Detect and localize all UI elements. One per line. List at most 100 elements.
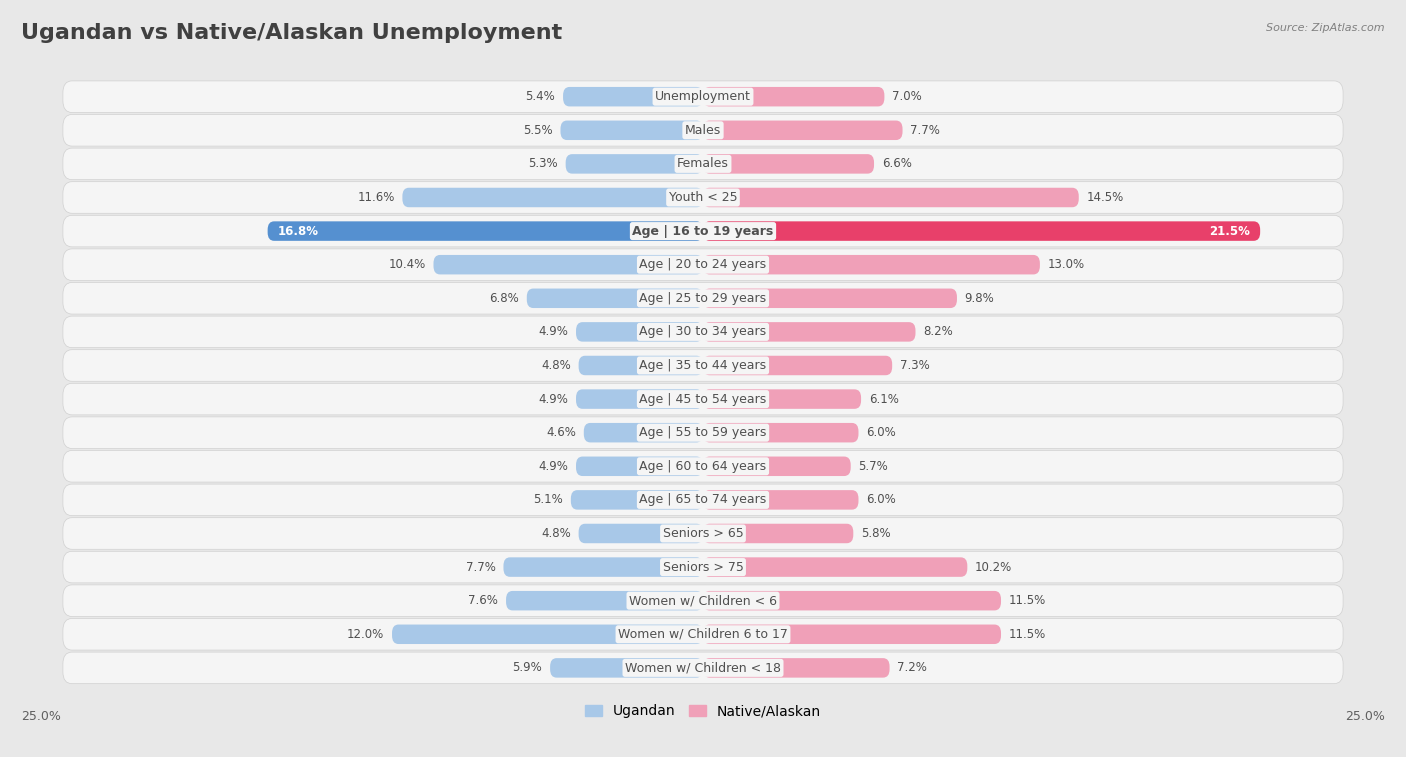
Text: Males: Males (685, 124, 721, 137)
Text: 4.6%: 4.6% (546, 426, 576, 439)
FancyBboxPatch shape (63, 484, 1343, 516)
Text: Age | 55 to 59 years: Age | 55 to 59 years (640, 426, 766, 439)
Text: 16.8%: 16.8% (278, 225, 319, 238)
FancyBboxPatch shape (267, 221, 703, 241)
FancyBboxPatch shape (703, 658, 890, 678)
FancyBboxPatch shape (703, 322, 915, 341)
Text: 11.5%: 11.5% (1008, 594, 1046, 607)
FancyBboxPatch shape (63, 518, 1343, 550)
FancyBboxPatch shape (703, 356, 893, 375)
Text: 10.4%: 10.4% (388, 258, 426, 271)
Text: 7.2%: 7.2% (897, 662, 927, 674)
Text: Age | 65 to 74 years: Age | 65 to 74 years (640, 494, 766, 506)
Text: 6.0%: 6.0% (866, 426, 896, 439)
FancyBboxPatch shape (63, 316, 1343, 347)
FancyBboxPatch shape (703, 490, 859, 509)
Text: 4.8%: 4.8% (541, 359, 571, 372)
FancyBboxPatch shape (63, 249, 1343, 281)
FancyBboxPatch shape (703, 456, 851, 476)
FancyBboxPatch shape (527, 288, 703, 308)
Text: 5.1%: 5.1% (533, 494, 562, 506)
Text: 14.5%: 14.5% (1087, 191, 1123, 204)
FancyBboxPatch shape (703, 288, 957, 308)
FancyBboxPatch shape (703, 423, 859, 442)
Text: Seniors > 75: Seniors > 75 (662, 561, 744, 574)
FancyBboxPatch shape (571, 490, 703, 509)
FancyBboxPatch shape (583, 423, 703, 442)
FancyBboxPatch shape (703, 221, 1260, 241)
FancyBboxPatch shape (63, 282, 1343, 314)
Text: Ugandan vs Native/Alaskan Unemployment: Ugandan vs Native/Alaskan Unemployment (21, 23, 562, 42)
FancyBboxPatch shape (503, 557, 703, 577)
Text: Seniors > 65: Seniors > 65 (662, 527, 744, 540)
FancyBboxPatch shape (63, 585, 1343, 616)
FancyBboxPatch shape (703, 625, 1001, 644)
Text: Age | 20 to 24 years: Age | 20 to 24 years (640, 258, 766, 271)
Text: 4.9%: 4.9% (538, 326, 568, 338)
Text: Age | 25 to 29 years: Age | 25 to 29 years (640, 291, 766, 305)
Text: 7.3%: 7.3% (900, 359, 929, 372)
FancyBboxPatch shape (63, 450, 1343, 482)
Text: 5.9%: 5.9% (513, 662, 543, 674)
Text: Women w/ Children 6 to 17: Women w/ Children 6 to 17 (619, 628, 787, 640)
Text: Source: ZipAtlas.com: Source: ZipAtlas.com (1267, 23, 1385, 33)
Text: 6.0%: 6.0% (866, 494, 896, 506)
FancyBboxPatch shape (63, 652, 1343, 684)
FancyBboxPatch shape (63, 383, 1343, 415)
FancyBboxPatch shape (433, 255, 703, 275)
FancyBboxPatch shape (579, 356, 703, 375)
Legend: Ugandan, Native/Alaskan: Ugandan, Native/Alaskan (579, 699, 827, 724)
Text: 6.8%: 6.8% (489, 291, 519, 305)
Text: 25.0%: 25.0% (21, 710, 60, 723)
FancyBboxPatch shape (506, 591, 703, 610)
FancyBboxPatch shape (63, 81, 1343, 113)
Text: Unemployment: Unemployment (655, 90, 751, 103)
Text: 4.8%: 4.8% (541, 527, 571, 540)
FancyBboxPatch shape (703, 591, 1001, 610)
FancyBboxPatch shape (703, 255, 1040, 275)
FancyBboxPatch shape (63, 618, 1343, 650)
Text: 7.7%: 7.7% (910, 124, 941, 137)
Text: 11.6%: 11.6% (357, 191, 395, 204)
Text: 5.4%: 5.4% (526, 90, 555, 103)
FancyBboxPatch shape (579, 524, 703, 544)
FancyBboxPatch shape (703, 87, 884, 107)
Text: 6.1%: 6.1% (869, 393, 898, 406)
Text: Age | 60 to 64 years: Age | 60 to 64 years (640, 459, 766, 473)
FancyBboxPatch shape (63, 350, 1343, 382)
FancyBboxPatch shape (63, 417, 1343, 448)
Text: Age | 35 to 44 years: Age | 35 to 44 years (640, 359, 766, 372)
FancyBboxPatch shape (576, 456, 703, 476)
Text: Females: Females (678, 157, 728, 170)
Text: 9.8%: 9.8% (965, 291, 994, 305)
FancyBboxPatch shape (703, 389, 860, 409)
Text: Youth < 25: Youth < 25 (669, 191, 737, 204)
Text: 7.6%: 7.6% (468, 594, 498, 607)
Text: Women w/ Children < 18: Women w/ Children < 18 (626, 662, 780, 674)
FancyBboxPatch shape (63, 182, 1343, 213)
FancyBboxPatch shape (565, 154, 703, 173)
Text: 21.5%: 21.5% (1209, 225, 1250, 238)
Text: Age | 45 to 54 years: Age | 45 to 54 years (640, 393, 766, 406)
Text: Women w/ Children < 6: Women w/ Children < 6 (628, 594, 778, 607)
FancyBboxPatch shape (703, 524, 853, 544)
FancyBboxPatch shape (63, 215, 1343, 247)
FancyBboxPatch shape (703, 120, 903, 140)
FancyBboxPatch shape (550, 658, 703, 678)
Text: 4.9%: 4.9% (538, 393, 568, 406)
Text: 5.5%: 5.5% (523, 124, 553, 137)
Text: 8.2%: 8.2% (924, 326, 953, 338)
FancyBboxPatch shape (63, 551, 1343, 583)
FancyBboxPatch shape (576, 389, 703, 409)
FancyBboxPatch shape (562, 87, 703, 107)
FancyBboxPatch shape (703, 557, 967, 577)
Text: 5.7%: 5.7% (859, 459, 889, 473)
FancyBboxPatch shape (402, 188, 703, 207)
FancyBboxPatch shape (703, 154, 875, 173)
Text: 25.0%: 25.0% (1346, 710, 1385, 723)
FancyBboxPatch shape (63, 114, 1343, 146)
Text: 5.8%: 5.8% (860, 527, 891, 540)
FancyBboxPatch shape (63, 148, 1343, 179)
Text: Age | 16 to 19 years: Age | 16 to 19 years (633, 225, 773, 238)
Text: 12.0%: 12.0% (347, 628, 384, 640)
